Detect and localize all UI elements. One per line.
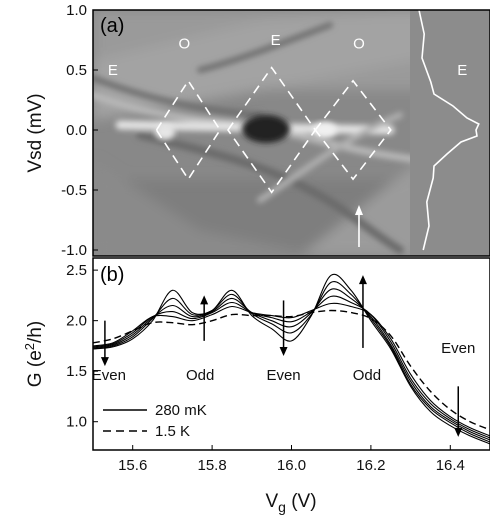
heatmap-image: E O E O E [93, 10, 490, 256]
inset-trace [418, 10, 480, 251]
x-axis-label-unit: (V) [286, 491, 317, 512]
y-tick-label-a: 0.5 [66, 62, 87, 79]
y-tick-label-b: 1.0 [66, 414, 87, 431]
x-axis-label-main: V [265, 491, 278, 512]
legend-label: 280 mK [155, 402, 207, 419]
series-line-1-5k [93, 309, 490, 431]
parity-labels-a: E O E O E [108, 32, 467, 79]
y-axis-label-tail: /h) [25, 321, 46, 343]
x-axis-label-sub: g [278, 499, 286, 515]
parity-label-b: Odd [353, 367, 381, 384]
arrow-head-b [200, 295, 209, 305]
parity-label-a: O [178, 36, 190, 53]
y-axis-label-b: G (e2/h) [22, 321, 46, 387]
parity-label-a: E [457, 62, 467, 79]
series-line-280mk [93, 281, 490, 443]
legend: 280 mK 1.5 K [103, 402, 207, 440]
panel-label-a: (a) [100, 15, 124, 37]
y-axis-label-sup: 2 [22, 343, 37, 350]
arrow-head-b [279, 347, 288, 357]
vertical-arrow-a [354, 205, 363, 247]
y-ticks-a: 1.0 0.5 0.0 -0.5 -1.0 [61, 2, 98, 259]
conductance-series [93, 273, 490, 445]
panel-label-b: (b) [100, 264, 124, 286]
x-ticks-b: 15.6 15.8 16.0 16.2 16.4 [118, 445, 465, 474]
y-axis-label-a: Vsd (mV) [25, 93, 46, 172]
parity-label-b: Even [266, 367, 300, 384]
parity-label-a: E [108, 62, 118, 79]
legend-label: 1.5 K [155, 423, 190, 440]
series-line-280mk [93, 295, 490, 439]
x-tick-label: 16.0 [277, 457, 306, 474]
y-tick-label-a: -0.5 [61, 182, 87, 199]
y-tick-label-a: -1.0 [61, 242, 87, 259]
arrow-head-a [354, 205, 363, 215]
arrow-head-b [358, 275, 367, 285]
plot-frame-a [92, 9, 490, 257]
parity-label-a: E [271, 32, 281, 49]
y-tick-label-a: 1.0 [66, 2, 87, 19]
x-axis-label: Vg (V) [265, 491, 316, 515]
y-tick-label-b: 1.5 [66, 363, 87, 380]
y-tick-label-b: 2.0 [66, 313, 87, 330]
coulomb-diamonds [155, 66, 392, 194]
series-line-280mk [93, 302, 490, 437]
y-tick-label-a: 0.0 [66, 122, 87, 139]
coulomb-diamond [155, 79, 221, 181]
parity-label-b: Even [441, 340, 475, 357]
y-ticks-b: 1.0 1.5 2.0 2.5 [66, 262, 98, 431]
series-line-280mk [93, 288, 490, 441]
x-tick-label: 16.2 [356, 457, 385, 474]
y-tick-label-b: 2.5 [66, 262, 87, 279]
parity-arrows-b [100, 275, 463, 437]
parity-label-a: O [353, 36, 365, 53]
coulomb-diamond [314, 79, 392, 181]
arrow-head-b [100, 357, 109, 367]
panel-a: E O E O E (a) 1.0 0.5 0.0 -0.5 -1.0 Vsd (mV) [25, 2, 490, 259]
y-axis-label-main: G (e [25, 350, 46, 387]
parity-label-b: Even [92, 367, 126, 384]
parity-labels-b: Even Odd Even Odd Even [92, 340, 476, 384]
x-tick-label: 15.6 [118, 457, 147, 474]
x-tick-label: 15.8 [197, 457, 226, 474]
x-tick-label: 16.4 [436, 457, 465, 474]
inset-trace-line [418, 10, 480, 251]
arrow-head-b [454, 427, 463, 437]
parity-label-b: Odd [186, 367, 214, 384]
